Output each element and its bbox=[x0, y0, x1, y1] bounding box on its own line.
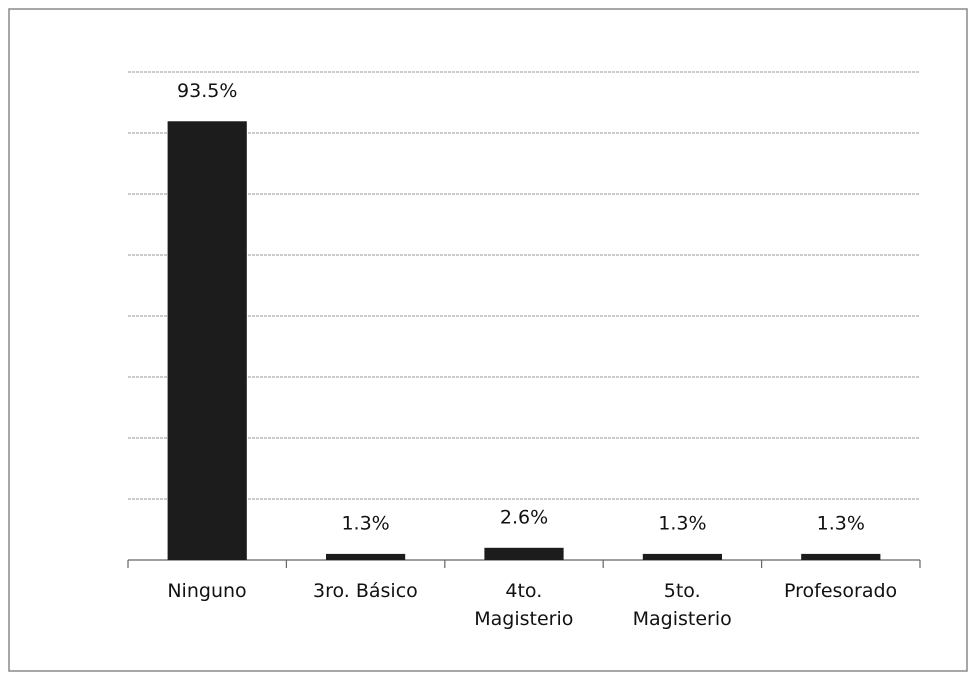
bar bbox=[326, 553, 406, 560]
data-label: 1.3% bbox=[341, 512, 389, 534]
data-label: 93.5% bbox=[177, 80, 237, 102]
x-tick-label: Ninguno bbox=[167, 580, 247, 602]
bar bbox=[484, 547, 564, 560]
bar bbox=[167, 121, 247, 561]
bar bbox=[801, 553, 881, 560]
data-label: 2.6% bbox=[500, 506, 548, 528]
x-tick-label: Profesorado bbox=[784, 580, 898, 602]
data-label: 1.3% bbox=[658, 512, 706, 534]
bar bbox=[642, 553, 722, 560]
x-tick-label: 3ro. Básico bbox=[313, 580, 418, 602]
x-tick-label: 5to. Magisterio bbox=[632, 580, 732, 630]
x-tick-label: 4to. Magisterio bbox=[474, 580, 574, 630]
chart-border bbox=[8, 8, 968, 672]
data-label: 1.3% bbox=[817, 512, 865, 534]
